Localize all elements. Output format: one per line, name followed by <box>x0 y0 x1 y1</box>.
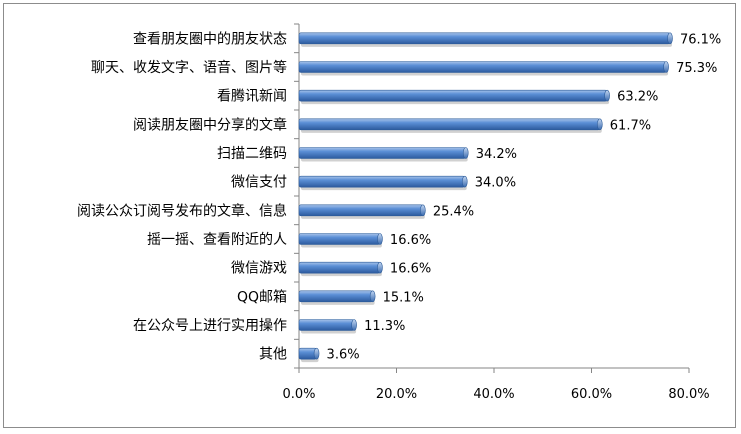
bar <box>298 147 467 159</box>
category-label: 查看朋友圈中的朋友状态 <box>133 31 287 47</box>
bar-end-cap <box>377 233 383 245</box>
data-label: 11.3% <box>364 319 405 334</box>
bar <box>298 261 381 274</box>
category-label: 看腾讯新闻 <box>217 88 287 105</box>
bar-end-cap <box>461 175 468 188</box>
chart-frame: 0.0% 20.0% 40.0% 60.0% 80.0% 查看朋友圈中的朋友状态 76.1%… <box>3 3 736 428</box>
category-label: 摇一摇、查看附近的人 <box>147 232 287 248</box>
bar-end-cap <box>377 261 383 274</box>
data-label: 34.0% <box>475 176 516 191</box>
category-label: 聊天、收发文字、语音、图片等 <box>91 59 287 76</box>
data-label: 3.6% <box>327 348 360 363</box>
data-label: 63.2% <box>617 90 658 105</box>
data-label: 16.6% <box>390 233 431 248</box>
category-label: 其他 <box>259 347 287 363</box>
data-label: 61.7% <box>610 118 651 133</box>
bar-end-cap <box>667 32 673 45</box>
data-label: 15.1% <box>383 290 424 305</box>
bar-end-cap <box>663 61 669 73</box>
bar <box>298 290 373 303</box>
bar <box>298 32 671 45</box>
bar-end-cap <box>596 118 603 131</box>
bar <box>298 118 601 131</box>
category-label: 微信游戏 <box>231 261 287 277</box>
bar-end-cap <box>313 347 320 360</box>
bar <box>298 319 355 331</box>
bar <box>298 204 424 217</box>
bar <box>298 89 608 102</box>
data-label: 76.1% <box>680 32 721 47</box>
data-label: 25.4% <box>433 204 474 219</box>
bar <box>298 233 381 245</box>
category-label: 在公众号上进行实用操作 <box>133 318 287 334</box>
data-label: 16.6% <box>390 262 431 277</box>
data-label: 75.3% <box>676 61 717 76</box>
bar <box>298 61 667 73</box>
bar <box>298 175 466 188</box>
x-tick-label: 20.0% <box>376 387 417 402</box>
bar-end-cap <box>462 147 469 159</box>
bar-end-cap <box>604 89 610 102</box>
x-tick-label: 40.0% <box>473 387 514 402</box>
category-label: QQ邮箱 <box>237 289 287 305</box>
category-label: 阅读朋友圈中分享的文章 <box>133 116 287 133</box>
data-label: 34.2% <box>476 147 517 162</box>
category-label: 阅读公众订阅号发布的文章、信息 <box>77 202 287 219</box>
bar-end-cap <box>420 204 426 217</box>
x-tick-label: 0.0% <box>282 387 315 402</box>
category-label: 微信支付 <box>231 175 287 191</box>
category-label: 扫描二维码 <box>217 146 287 162</box>
bar-end-cap <box>369 290 376 303</box>
bar-end-cap <box>351 319 357 331</box>
bar-chart: 0.0% 20.0% 40.0% 60.0% 80.0% 查看朋友圈中的朋友状态 76.1%… <box>77 23 721 402</box>
x-tick-label: 80.0% <box>668 387 709 402</box>
x-tick-label: 60.0% <box>571 387 612 402</box>
